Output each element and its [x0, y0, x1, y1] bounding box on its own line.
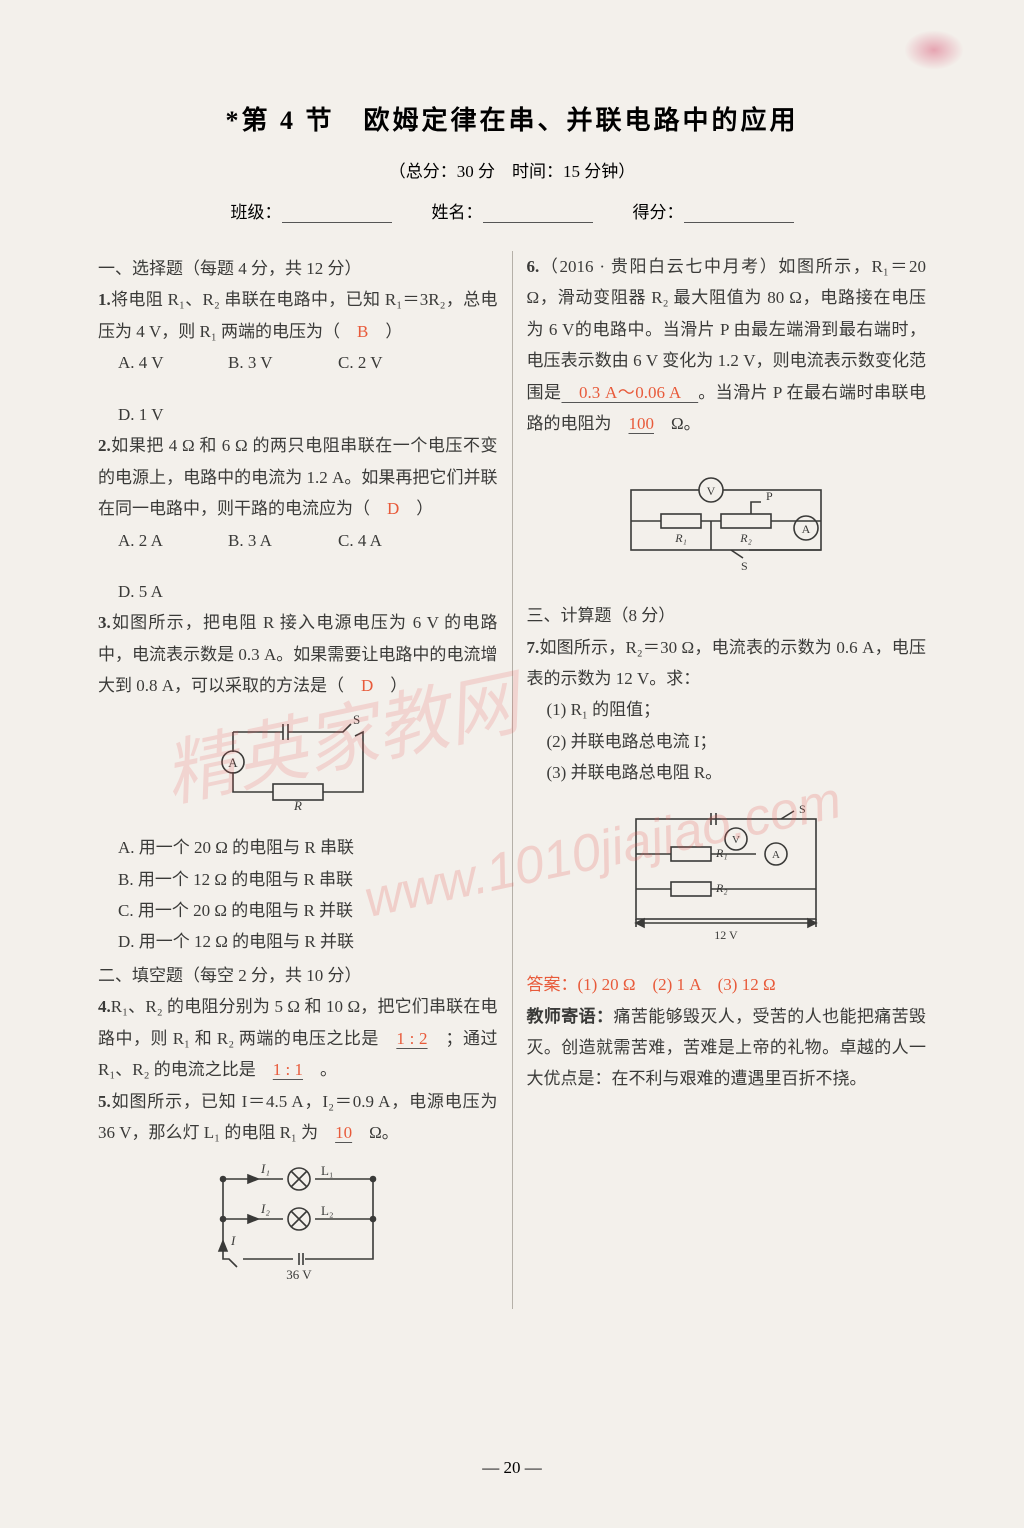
q2-optC: C. 4 A: [338, 525, 428, 556]
circuit6-V: V: [707, 484, 716, 498]
q1-text: 将电阻 R₁、R₂ 串联在电路中，已知 R₁＝3R₂，总电压为 4 V，则 R₁…: [98, 290, 498, 340]
question-2: 2.如果把 4 Ω 和 6 Ω 的两只电阻串联在一个电压不变的电源上，电路中的电…: [98, 430, 498, 607]
circuit7-A: A: [772, 849, 780, 861]
circuit6-A: A: [802, 522, 811, 536]
q2-optD: D. 5 A: [118, 576, 208, 607]
circuit7-Volt: 12 V: [715, 928, 739, 942]
circuit7-V: V: [732, 834, 740, 846]
content-columns: 一、选择题（每题 4 分，共 12 分） 1.将电阻 R₁、R₂ 串联在电路中，…: [90, 251, 934, 1309]
q6-num: 6.: [527, 257, 540, 276]
q2-num: 2.: [98, 436, 111, 455]
q4-num: 4.: [98, 997, 111, 1016]
q5-circuit: I₁ I₂ I L₁ L₂ 36 V: [98, 1159, 498, 1299]
section1-title: 一、选择题（每题 4 分，共 12 分）: [98, 253, 498, 284]
q4-ans1: 1 : 2: [396, 1029, 427, 1048]
right-column: 6.（2016 · 贵阳白云七中月考）如图所示，R₁＝20 Ω，滑动变阻器 R₂…: [513, 251, 935, 1309]
q4-text-c: 。: [303, 1060, 337, 1079]
q5-ans: 10: [335, 1123, 352, 1142]
q3-optA: A. 用一个 20 Ω 的电阻与 R 串联: [98, 832, 498, 863]
question-7: 7.如图所示，R₂＝30 Ω，电流表的示数为 0.6 A，电压表的示数为 12 …: [527, 632, 927, 789]
section3-title: 三、计算题（8 分）: [527, 600, 927, 631]
circuit5-I2: I₂: [260, 1201, 270, 1216]
q7-sub3: (3) 并联电路总电阻 R。: [527, 757, 927, 788]
q1-optA: A. 4 V: [118, 347, 208, 378]
q7-text: 如图所示，R₂＝30 Ω，电流表的示数为 0.6 A，电压表的示数为 12 V。…: [527, 638, 927, 688]
answer-line: 答案：(1) 20 Ω (2) 1 A (3) 12 Ω: [527, 969, 927, 1000]
name-label: 姓名：: [432, 203, 483, 222]
circuit6-S: S: [741, 559, 748, 573]
q7-num: 7.: [527, 638, 540, 657]
circuit6-R1: R₁: [674, 531, 687, 545]
question-1: 1.将电阻 R₁、R₂ 串联在电路中，已知 R₁＝3R₂，总电压为 4 V，则 …: [98, 284, 498, 430]
q6-text-a: （2016 · 贵阳白云七中月考）如图所示，R₁＝20 Ω，滑动变阻器 R₂ 最…: [527, 257, 927, 402]
score-label: 得分：: [633, 203, 684, 222]
q2-text-end: ）: [399, 499, 433, 518]
teacher-label: 教师寄语：: [527, 1007, 614, 1026]
q5-text-a: 如图所示，已知 I＝4.5 A，I₂＝0.9 A，电源电压为 36 V，那么灯 …: [98, 1092, 498, 1142]
circuit5-L2: L₂: [321, 1203, 333, 1218]
circuit5-I: I: [230, 1233, 236, 1248]
header-fields: 班级： 姓名： 得分：: [90, 198, 934, 223]
page-title: *第 4 节 欧姆定律在串、并联电路中的应用: [90, 100, 934, 137]
q1-optC: C. 2 V: [338, 347, 428, 378]
left-column: 一、选择题（每题 4 分，共 12 分） 1.将电阻 R₁、R₂ 串联在电路中，…: [90, 251, 513, 1309]
question-4: 4.R₁、R₂ 的电阻分别为 5 Ω 和 10 Ω，把它们串联在电路中，则 R₁…: [98, 991, 498, 1085]
q2-optA: A. 2 A: [118, 525, 208, 556]
circuit3-R: R: [293, 798, 302, 812]
circuit6-R2: R₂: [739, 531, 752, 545]
circuit3-A: A: [228, 755, 238, 770]
q1-optB: B. 3 V: [228, 347, 318, 378]
circuit7-R2: R₂: [715, 881, 728, 895]
q4-ans2: 1 : 1: [273, 1060, 303, 1079]
question-5: 5.如图所示，已知 I＝4.5 A，I₂＝0.9 A，电源电压为 36 V，那么…: [98, 1086, 498, 1149]
q6-ans1: 0.3 A～0.06 A: [562, 383, 699, 402]
q3-optB: B. 用一个 12 Ω 的电阻与 R 串联: [98, 864, 498, 895]
q6-text-c: Ω。: [654, 414, 701, 433]
q7-sub1: (1) R₁ 的阻值；: [527, 694, 927, 725]
circuit5-L1: L₁: [321, 1163, 333, 1178]
q3-num: 3.: [98, 613, 111, 632]
q3-text-end: ）: [373, 676, 407, 695]
circuit6-P: P: [766, 489, 773, 503]
q5-text-b: Ω。: [352, 1123, 399, 1142]
class-label: 班级：: [231, 203, 282, 222]
q7-sub2: (2) 并联电路总电流 I；: [527, 726, 927, 757]
q3-text: 如图所示，把电阻 R 接入电源电压为 6 V 的电路中，电流表示数是 0.3 A…: [98, 613, 498, 695]
page-corner-smudge: [904, 30, 964, 70]
answer-text: (1) 20 Ω (2) 1 A (3) 12 Ω: [578, 975, 776, 994]
question-6: 6.（2016 · 贵阳白云七中月考）如图所示，R₁＝20 Ω，滑动变阻器 R₂…: [527, 251, 927, 440]
q2-optB: B. 3 A: [228, 525, 318, 556]
q6-circuit: V A R₁ R₂ P S: [527, 450, 927, 590]
q7-circuit: V A R₁ R₂ S 12 V: [527, 799, 927, 959]
q2-text: 如果把 4 Ω 和 6 Ω 的两只电阻串联在一个电压不变的电源上，电路中的电流为…: [98, 436, 498, 518]
q6-ans2: 100: [629, 414, 655, 433]
circuit7-S: S: [799, 802, 806, 816]
circuit5-I1: I₁: [260, 1161, 270, 1176]
q3-optD: D. 用一个 12 Ω 的电阻与 R 并联: [98, 926, 498, 957]
q3-circuit: A S R: [98, 712, 498, 822]
answer-label: 答案：: [527, 975, 578, 994]
circuit5-V: 36 V: [286, 1267, 312, 1282]
q1-num: 1.: [98, 290, 111, 309]
q2-ans: D: [387, 499, 399, 518]
q1-ans: B: [357, 322, 368, 341]
q5-num: 5.: [98, 1092, 111, 1111]
question-3: 3.如图所示，把电阻 R 接入电源电压为 6 V 的电路中，电流表示数是 0.3…: [98, 607, 498, 701]
name-blank: [483, 205, 593, 223]
q3-ans: D: [361, 676, 373, 695]
class-blank: [282, 205, 392, 223]
q1-optD: D. 1 V: [118, 399, 208, 430]
page-number: — 20 —: [0, 1458, 1024, 1478]
score-blank: [684, 205, 794, 223]
q3-optC: C. 用一个 20 Ω 的电阻与 R 并联: [98, 895, 498, 926]
q1-text-end: ）: [368, 322, 402, 341]
teacher-note: 教师寄语：痛苦能够毁灭人，受苦的人也能把痛苦毁灭。创造就需苦难，苦难是上帝的礼物…: [527, 1001, 927, 1095]
section2-title: 二、填空题（每空 2 分，共 10 分）: [98, 960, 498, 991]
score-time: （总分：30 分 时间：15 分钟）: [90, 157, 934, 182]
circuit3-S: S: [353, 712, 360, 727]
circuit7-R1: R₁: [715, 846, 728, 860]
